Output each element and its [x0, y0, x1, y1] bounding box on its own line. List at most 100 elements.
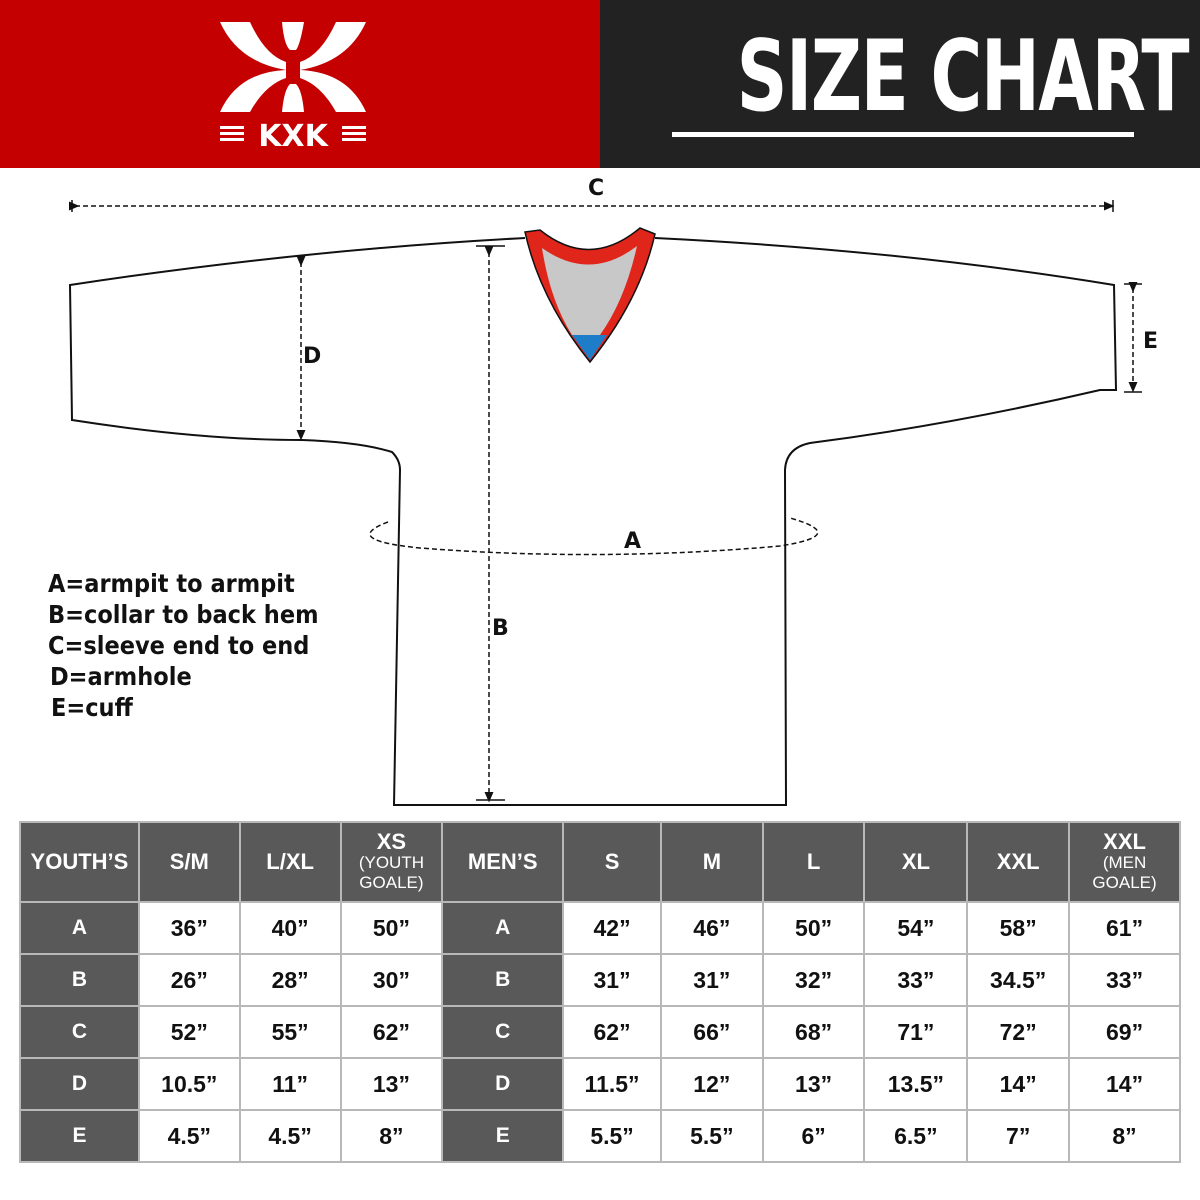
label-c: C [588, 176, 605, 201]
jersey-diagram [68, 200, 1142, 806]
size-name: S/M [169, 849, 209, 874]
men-value: 34.5” [966, 953, 1071, 1007]
men-value: 33” [863, 953, 969, 1007]
men-value: 32” [761, 953, 866, 1007]
row-label: B [441, 953, 565, 1007]
size-name: XL [901, 849, 930, 874]
row-label: A [19, 901, 140, 955]
youth-value: 10.5” [137, 1057, 241, 1111]
label-e: E [1143, 329, 1159, 354]
size-name: XXL [996, 849, 1040, 874]
men-value: 54” [863, 901, 969, 955]
men-size-header: XXL (MEN GOALE) [1068, 821, 1181, 903]
table-row: C 52” 55” 62” C 62” 66” 68” 71” 72” 69” [19, 1005, 1181, 1059]
men-value: 50” [761, 901, 866, 955]
row-label: D [441, 1057, 565, 1111]
men-value: 5.5” [659, 1109, 764, 1163]
youth-header: YOUTH’S [19, 821, 140, 903]
youth-size-header: S/M [137, 821, 241, 903]
youth-value: 8” [339, 1109, 444, 1163]
men-value: 69” [1068, 1005, 1181, 1059]
size-note: (MEN GOALE) [1092, 853, 1157, 892]
label-a: A [624, 529, 642, 554]
men-value: 5.5” [562, 1109, 662, 1163]
size-table: YOUTH’S S/M L/XL XS (YOUTH GOALE) MEN’S S M L XL X… [19, 821, 1181, 1163]
table-row: D 10.5” 11” 13” D 11.5” 12” 13” 13.5” 14” 14” [19, 1057, 1181, 1111]
youth-value: 30” [339, 953, 444, 1007]
men-value: 31” [659, 953, 764, 1007]
legend-item: E=cuff [51, 693, 133, 722]
men-size-header: S [562, 821, 662, 903]
men-value: 33” [1068, 953, 1181, 1007]
row-label: E [19, 1109, 140, 1163]
legend-item: A=armpit to armpit [48, 569, 295, 598]
men-value: 68” [761, 1005, 866, 1059]
measurement-legend: A=armpit to armpit B=collar to back hem … [48, 568, 349, 723]
row-label: D [19, 1057, 140, 1111]
size-name: L [806, 849, 821, 874]
size-name: S [604, 849, 620, 874]
men-value: 7” [966, 1109, 1071, 1163]
men-value: 42” [562, 901, 662, 955]
youth-value: 40” [238, 901, 342, 955]
legend-item: B=collar to back hem [48, 600, 319, 629]
table-row: E 4.5” 4.5” 8” E 5.5” 5.5” 6” 6.5” 7” 8” [19, 1109, 1181, 1163]
men-value: 58” [966, 901, 1071, 955]
row-label: A [441, 901, 565, 955]
youth-value: 36” [137, 901, 241, 955]
youth-value: 26” [137, 953, 241, 1007]
men-value: 13.5” [863, 1057, 969, 1111]
brand-banner: KXK [0, 0, 600, 168]
youth-value: 4.5” [238, 1109, 342, 1163]
men-header: MEN’S [441, 821, 565, 903]
table-row: A 36” 40” 50” A 42” 46” 50” 54” 58” 61” [19, 901, 1181, 955]
men-value: 66” [659, 1005, 764, 1059]
men-size-header: L [761, 821, 866, 903]
row-label: C [19, 1005, 140, 1059]
logo-text: KXK [258, 119, 329, 154]
men-value: 12” [659, 1057, 764, 1111]
men-size-header: XL [863, 821, 969, 903]
youth-size-header: L/XL [238, 821, 342, 903]
youth-value: 62” [339, 1005, 444, 1059]
title-banner [600, 0, 1200, 168]
label-d: D [303, 344, 322, 369]
youth-value: 55” [238, 1005, 342, 1059]
men-value: 72” [966, 1005, 1071, 1059]
size-name: XS [376, 829, 407, 854]
youth-value: 50” [339, 901, 444, 955]
men-value: 11.5” [562, 1057, 662, 1111]
label-b: B [492, 616, 509, 641]
size-note: (YOUTH GOALE) [358, 853, 424, 892]
size-name: XXL [1103, 829, 1146, 854]
men-value: 31” [562, 953, 662, 1007]
kxk-logo: KXK [220, 22, 366, 154]
size-name: M [702, 849, 722, 874]
page-title: SIZE CHART [736, 20, 1190, 134]
row-label: B [19, 953, 140, 1007]
men-value: 13” [761, 1057, 866, 1111]
men-value: 6” [761, 1109, 866, 1163]
men-value: 62” [562, 1005, 662, 1059]
jersey-outline [68, 237, 1118, 806]
men-value: 6.5” [863, 1109, 969, 1163]
legend-item: D=armhole [50, 662, 192, 691]
youth-value: 28” [238, 953, 342, 1007]
men-value: 14” [966, 1057, 1071, 1111]
table-row: B 26” 28” 30” B 31” 31” 32” 33” 34.5” 33” [19, 953, 1181, 1007]
size-name: L/XL [266, 849, 314, 874]
men-value: 61” [1068, 901, 1181, 955]
men-value: 46” [659, 901, 764, 955]
title-underline [672, 132, 1134, 137]
row-label: C [441, 1005, 565, 1059]
youth-value: 4.5” [137, 1109, 241, 1163]
legend-item: C=sleeve end to end [48, 631, 310, 660]
men-value: 8” [1068, 1109, 1181, 1163]
men-size-header: XXL [966, 821, 1071, 903]
youth-value: 13” [339, 1057, 444, 1111]
men-value: 14” [1068, 1057, 1181, 1111]
youth-size-header: XS (YOUTH GOALE) [339, 821, 444, 903]
youth-value: 52” [137, 1005, 241, 1059]
row-label: E [441, 1109, 565, 1163]
header-row: YOUTH’S S/M L/XL XS (YOUTH GOALE) MEN’S S M L XL X… [19, 821, 1181, 903]
